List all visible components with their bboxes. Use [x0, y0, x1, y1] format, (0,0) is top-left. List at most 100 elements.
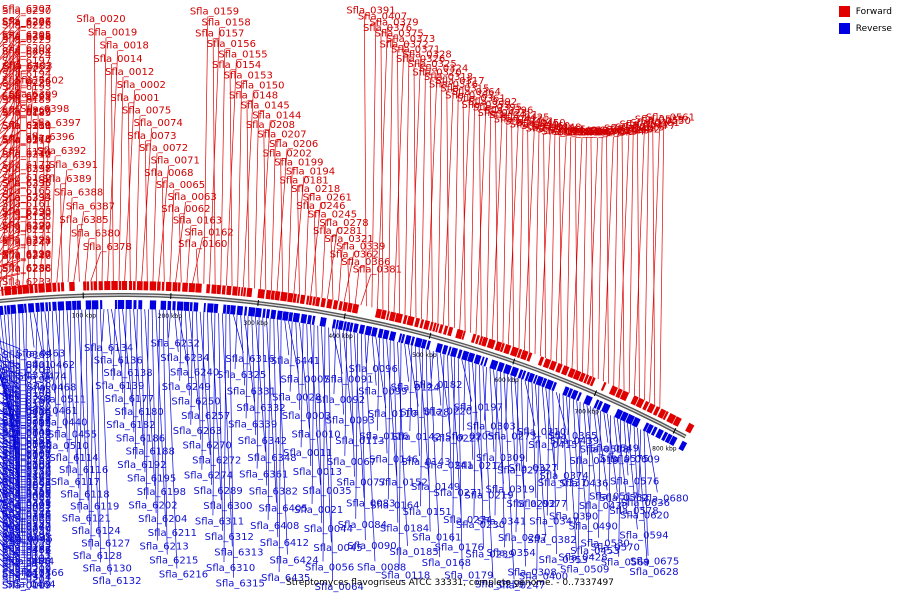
gene-label: Sfla_0257	[2, 415, 51, 426]
reverse-gene-block	[213, 303, 219, 314]
gene-label: Sfla_6359	[2, 486, 51, 497]
scale-tick-label: 700 kbp	[574, 408, 599, 415]
gene-leader-line	[382, 338, 388, 454]
gene-label: Sfla_0083	[346, 499, 395, 510]
forward-gene-block	[221, 285, 226, 295]
gene-label: Sfla_0391	[346, 5, 395, 16]
gene-label: Sfla_0208	[246, 120, 295, 131]
gene-label: Sfla_0378	[2, 413, 51, 424]
gene-leader-line	[288, 320, 299, 374]
gene-leader-line	[223, 313, 227, 562]
gene-label: Sfla_0392	[468, 97, 517, 108]
forward-gene-block	[299, 294, 306, 305]
gene-leader-line	[226, 59, 237, 286]
gene-label: Sfla_0110	[368, 409, 417, 420]
gene-label: Sfla_0412	[2, 424, 51, 435]
forward-gene-block	[461, 330, 466, 340]
gene-leader-line	[0, 359, 21, 381]
gene-label: Sfla_6236	[2, 264, 51, 275]
gene-leader-line	[0, 487, 21, 540]
gene-label: Sfla_6329	[2, 222, 51, 233]
gene-leader-line	[0, 376, 21, 434]
gene-label: Sfla_0330	[2, 381, 51, 392]
gene-label: Sfla_0095	[2, 501, 51, 512]
gene-label: Sfla_6274	[184, 471, 233, 482]
forward-gene-block	[475, 334, 480, 345]
gene-label: Sfla_6339	[228, 419, 277, 430]
gene-label: Sfla_0056	[305, 563, 354, 574]
gene-leader-line	[0, 340, 21, 350]
reverse-gene-block	[4, 305, 7, 315]
gene-label: Sfla_0059	[2, 526, 51, 537]
gene-leader-line	[393, 44, 405, 313]
reverse-gene-block	[65, 300, 72, 311]
gene-leader-line	[0, 365, 21, 467]
reverse-gene-block	[288, 312, 294, 322]
reverse-gene-block	[650, 426, 658, 436]
reverse-gene-block	[510, 366, 519, 378]
gene-leader-line	[40, 311, 46, 382]
gene-leader-line	[652, 124, 656, 406]
gene-label: Sfla_0155	[218, 50, 267, 61]
gene-label: Sfla_0594	[619, 530, 668, 541]
gene-leader-line	[606, 413, 618, 492]
reverse-gene-block	[480, 356, 485, 366]
gene-label: Sfla_6212	[2, 150, 51, 161]
reverse-gene-block	[377, 328, 384, 339]
gene-label: Sfla_6249	[162, 382, 211, 393]
gene-leader-line	[586, 404, 598, 501]
gene-leader-line	[541, 386, 547, 439]
forward-gene-block	[561, 365, 570, 376]
gene-leader-line	[11, 313, 22, 533]
forward-gene-block	[526, 352, 533, 362]
gene-leader-line	[220, 49, 226, 286]
gene-label: Sfla_0153	[224, 70, 273, 81]
gene-leader-line	[566, 396, 577, 552]
gene-label: Sfla_0194	[286, 166, 335, 177]
gene-leader-line	[550, 134, 556, 361]
gene-leader-line	[0, 231, 21, 264]
gene-label: Sfla_6270	[182, 441, 231, 452]
forward-gene-block	[165, 281, 172, 292]
gene-label: Sfla_0207	[257, 130, 306, 141]
gene-leader-line	[590, 137, 594, 377]
gene-label: Sfla_0128	[400, 407, 449, 418]
gene-label: Sfla_6134	[84, 343, 133, 354]
gene-leader-line	[331, 328, 343, 374]
reverse-gene-block	[358, 324, 366, 335]
reverse-gene-block	[425, 340, 431, 350]
gene-leader-line	[608, 415, 611, 542]
gene-label: Sfla_0370	[2, 467, 51, 478]
gene-label: Sfla_0441	[541, 126, 590, 137]
gene-label: Sfla_6215	[149, 556, 198, 567]
gene-leader-line	[0, 462, 21, 498]
forward-gene-block	[232, 286, 238, 296]
gene-leader-line	[118, 76, 124, 282]
gene-label: Sfla_0060	[2, 515, 51, 526]
gene-leader-line	[304, 194, 310, 296]
gene-leader-line	[552, 390, 558, 555]
forward-gene-block	[600, 381, 607, 392]
gene-label: Sfla_6114	[49, 453, 98, 464]
gene-label: Sfla_0474	[17, 371, 66, 382]
gene-leader-line	[0, 455, 21, 487]
reverse-gene-block	[593, 399, 600, 409]
gene-leader-line	[510, 375, 516, 465]
reverse-gene-block	[248, 306, 256, 317]
gene-label: Sfla_6124	[72, 526, 121, 537]
gene-leader-line	[0, 364, 21, 391]
gene-leader-line	[110, 63, 114, 282]
gene-leader-line	[437, 81, 443, 324]
gene-label: Sfla_0273	[488, 432, 537, 443]
gene-leader-line	[0, 375, 21, 445]
gene-label: Sfla_0430	[579, 501, 628, 512]
gene-leader-line	[410, 59, 421, 317]
reverse-gene-block	[10, 304, 17, 315]
reverse-gene-block	[17, 303, 25, 314]
gene-label: Sfla_0253	[2, 456, 51, 467]
gene-label: Sfla_0466	[15, 568, 64, 579]
gene-label: Sfla_6177	[105, 394, 154, 405]
forward-gene-block	[246, 287, 253, 298]
gene-leader-line	[5, 41, 21, 287]
gene-leader-line	[618, 134, 630, 389]
